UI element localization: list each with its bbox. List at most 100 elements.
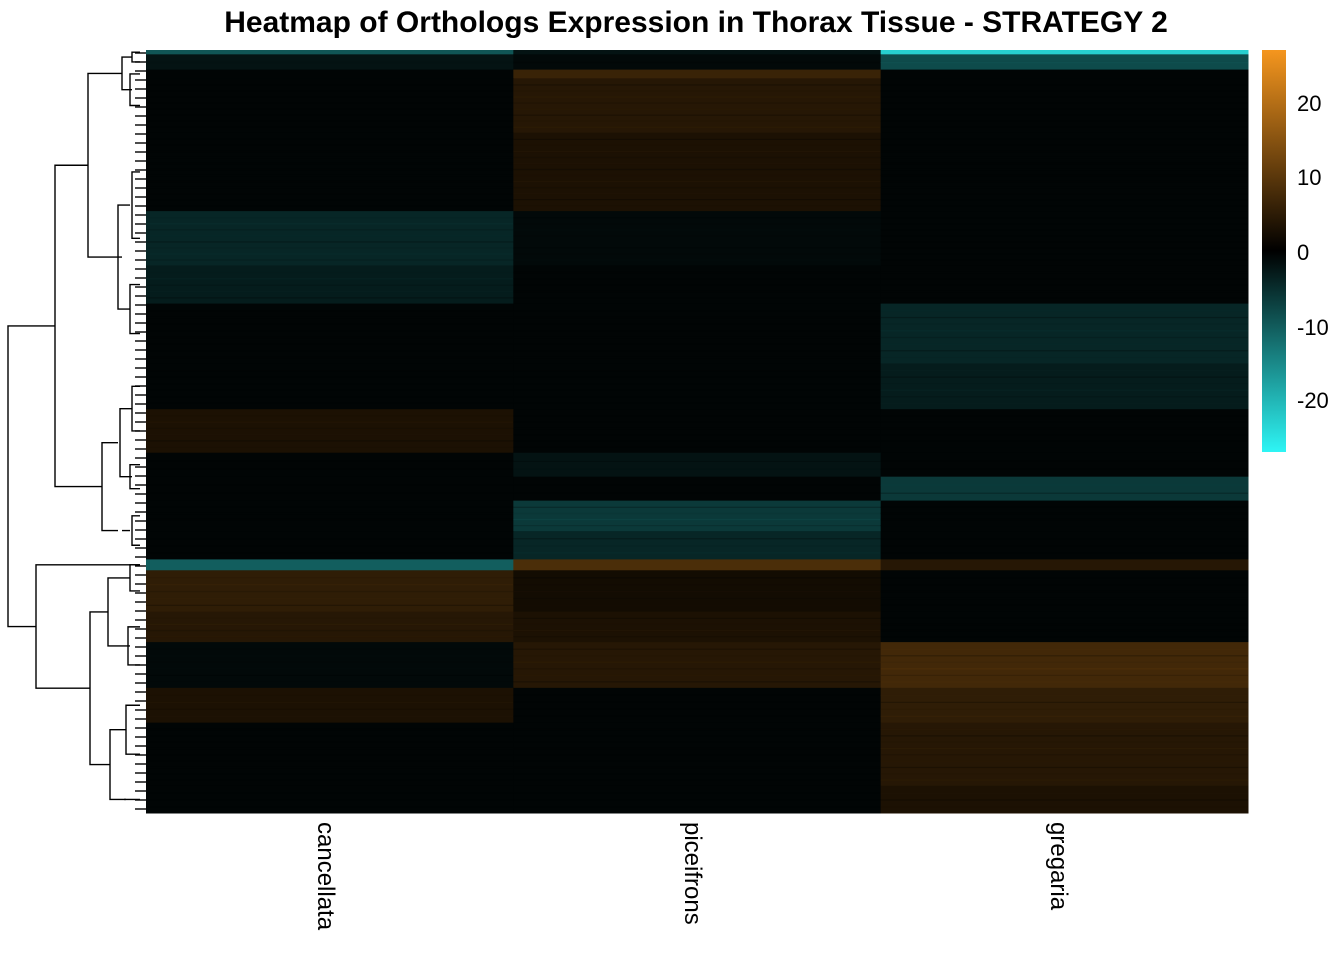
heatmap-cell bbox=[146, 108, 514, 110]
heatmap-cell bbox=[146, 492, 514, 494]
heatmap-cell bbox=[880, 174, 1248, 177]
heatmap-cell bbox=[146, 120, 514, 122]
heatmap-cell bbox=[146, 552, 514, 554]
heatmap-cell bbox=[513, 193, 881, 195]
heatmap-cell bbox=[513, 389, 881, 391]
heatmap-cell bbox=[146, 476, 514, 502]
heatmap-cell bbox=[146, 316, 514, 319]
heatmap-cell bbox=[146, 597, 514, 600]
heatmap-cell bbox=[880, 108, 1248, 110]
heatmap-cell bbox=[513, 512, 881, 515]
legend-tick-label: -20 bbox=[1297, 388, 1329, 413]
heatmap-cell bbox=[513, 61, 881, 64]
heatmap-cell bbox=[513, 102, 881, 104]
heatmap-cell bbox=[880, 500, 1249, 532]
heatmap-cell bbox=[880, 754, 1248, 756]
heatmap-cell bbox=[880, 468, 1248, 470]
heatmap-cell bbox=[880, 728, 1248, 731]
heatmap-cell bbox=[880, 577, 1248, 579]
heatmap-cell bbox=[880, 476, 1249, 502]
heatmap-cell bbox=[146, 90, 514, 92]
heatmap-cell bbox=[146, 356, 514, 359]
heatmap-cell bbox=[146, 590, 514, 593]
heatmap-cell bbox=[513, 241, 881, 243]
dendrogram-branch bbox=[131, 515, 140, 546]
heatmap-cell bbox=[880, 694, 1248, 696]
heatmap-cell bbox=[146, 102, 514, 104]
heatmap-cell bbox=[146, 694, 514, 696]
heatmap-cell bbox=[146, 604, 514, 606]
heatmap-cell bbox=[146, 681, 514, 683]
heatmap-cell bbox=[146, 186, 514, 189]
heatmap-cell bbox=[880, 668, 1248, 670]
heatmap-cell bbox=[880, 545, 1248, 547]
heatmap-cell bbox=[146, 235, 514, 237]
heatmap-cell bbox=[146, 247, 514, 249]
heatmap-cell bbox=[513, 681, 881, 683]
heatmap-cell bbox=[146, 741, 514, 743]
heatmap-cell bbox=[513, 577, 881, 579]
heatmap-cell bbox=[146, 661, 514, 663]
heatmap-cell bbox=[513, 229, 881, 231]
heatmap-cell bbox=[513, 78, 882, 134]
heatmap-cell bbox=[513, 708, 881, 710]
heatmap-cell bbox=[513, 559, 882, 571]
heatmap-cell bbox=[880, 806, 1248, 808]
heatmap-cell bbox=[513, 259, 881, 261]
heatmap-cell bbox=[880, 525, 1248, 527]
heatmap-cell bbox=[880, 376, 1248, 378]
heatmap-cell bbox=[880, 310, 1248, 312]
heatmap-cell bbox=[880, 336, 1248, 339]
heatmap-cell bbox=[880, 241, 1248, 243]
heatmap-cell bbox=[146, 50, 514, 55]
heatmap-cell bbox=[146, 162, 514, 165]
heatmap-cell bbox=[146, 701, 514, 703]
heatmap-cell bbox=[880, 623, 1248, 626]
heatmap-cell bbox=[513, 297, 881, 299]
heatmap-cell bbox=[146, 370, 514, 372]
heatmap-cell bbox=[880, 356, 1248, 359]
heatmap-cell bbox=[513, 584, 881, 586]
heatmap-cell bbox=[880, 597, 1248, 600]
heatmap-cell bbox=[146, 376, 514, 378]
heatmap-cell bbox=[880, 636, 1248, 638]
heatmap-cell bbox=[513, 629, 881, 632]
heatmap-cell bbox=[513, 162, 881, 165]
heatmap-cell bbox=[513, 199, 881, 201]
heatmap-cell bbox=[513, 223, 881, 225]
heatmap-cell bbox=[880, 271, 1248, 274]
heatmap-cell bbox=[513, 427, 881, 430]
heatmap-cell bbox=[146, 383, 514, 385]
heatmap-cell bbox=[513, 96, 881, 98]
dendrogram-branch bbox=[87, 72, 122, 258]
heatmap-cell bbox=[513, 356, 881, 359]
heatmap-cell bbox=[146, 584, 514, 586]
heatmap-cell bbox=[513, 434, 881, 436]
heatmap-cell bbox=[880, 290, 1248, 293]
heatmap-cell bbox=[880, 78, 1249, 134]
heatmap-cell bbox=[880, 284, 1248, 286]
heatmap-cell bbox=[146, 760, 514, 762]
heatmap-cell bbox=[513, 303, 882, 364]
heatmap-cell bbox=[146, 389, 514, 391]
heatmap-cells bbox=[146, 50, 1249, 814]
heatmap-cell bbox=[880, 421, 1248, 423]
heatmap-cell bbox=[513, 421, 881, 423]
heatmap-cell bbox=[513, 144, 881, 146]
heatmap-cell bbox=[880, 559, 1249, 571]
dendrogram-branch bbox=[109, 729, 126, 801]
heatmap-cell bbox=[880, 584, 1248, 586]
heatmap-cell bbox=[146, 217, 514, 219]
heatmap-cell bbox=[880, 217, 1248, 219]
heatmap-cell bbox=[146, 636, 514, 638]
heatmap-cell bbox=[880, 708, 1248, 710]
heatmap-cell bbox=[880, 389, 1248, 391]
heatmap-cell bbox=[880, 741, 1248, 743]
heatmap-cell bbox=[146, 253, 514, 255]
heatmap-cell bbox=[513, 506, 881, 508]
heatmap-cell bbox=[880, 648, 1248, 650]
heatmap-cell bbox=[513, 460, 881, 462]
dendrogram-branch bbox=[119, 407, 132, 478]
heatmap-cell bbox=[880, 138, 1248, 140]
column-label-cancellata: cancellata bbox=[312, 822, 339, 931]
